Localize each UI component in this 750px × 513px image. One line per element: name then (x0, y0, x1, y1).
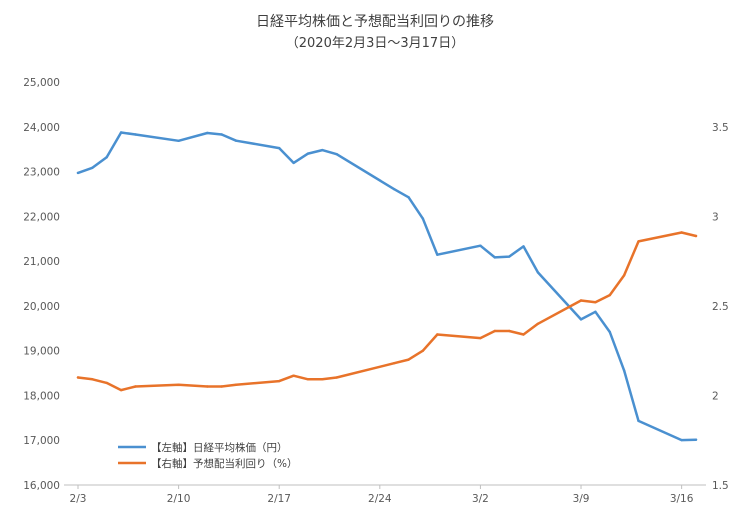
data-point-nikkei (278, 146, 281, 150)
data-point-nikkei (579, 318, 583, 321)
data-point-yield (479, 336, 482, 340)
data-point-nikkei (234, 139, 238, 142)
left-tick-label: 24,000 (23, 122, 60, 134)
data-point-yield (579, 299, 583, 302)
data-point-nikkei (393, 188, 396, 191)
data-point-yield (407, 358, 410, 361)
left-tick-label: 18,000 (23, 390, 60, 402)
x-tick-label: 3/2 (472, 493, 489, 505)
x-tick-label: 2/24 (368, 493, 392, 505)
data-point-yield (234, 383, 238, 386)
data-point-nikkei (177, 139, 180, 142)
data-point-yield (278, 379, 281, 383)
data-point-yield (594, 301, 597, 304)
data-point-nikkei (622, 369, 626, 372)
chart-title: 日経平均株価と予想配当利回りの推移 (256, 14, 494, 30)
data-point-yield (335, 376, 338, 379)
right-tick-label: 3.5 (712, 122, 729, 134)
data-point-nikkei (680, 438, 683, 442)
data-point-nikkei (335, 153, 338, 156)
legend-label-yield: 【右軸】予想配当利回り（%） (151, 457, 297, 470)
data-point-yield (177, 383, 180, 386)
data-point-nikkei (436, 253, 439, 256)
data-point-yield (522, 333, 525, 336)
data-point-nikkei (321, 148, 324, 152)
data-point-yield (220, 385, 223, 388)
x-tick-label: 3/16 (670, 493, 694, 505)
data-point-yield (493, 329, 496, 333)
data-point-yield (637, 240, 640, 243)
data-point-yield (680, 231, 683, 234)
data-point-nikkei (608, 330, 611, 334)
data-point-nikkei (479, 244, 482, 247)
data-point-yield (393, 362, 396, 365)
data-point-nikkei (220, 133, 223, 136)
x-tick-label: 3/9 (573, 493, 590, 505)
data-point-yield (91, 378, 94, 381)
right-tick-label: 2 (712, 390, 719, 402)
data-point-nikkei (522, 245, 525, 248)
right-tick-label: 3 (712, 211, 719, 223)
data-point-nikkei (637, 419, 640, 423)
left-tick-label: 21,000 (23, 256, 60, 268)
data-point-yield (321, 378, 324, 381)
data-point-nikkei (134, 133, 137, 136)
data-point-yield (536, 322, 540, 325)
left-tick-label: 25,000 (23, 77, 60, 89)
data-point-yield (694, 234, 698, 238)
data-point-nikkei (91, 166, 94, 169)
series-layer (76, 131, 698, 442)
data-point-nikkei (421, 217, 425, 220)
x-tick-label: 2/17 (267, 493, 291, 505)
data-point-yield (105, 381, 108, 385)
data-point-nikkei (536, 271, 540, 274)
chart-subtitle: （2020年2月3日～3月17日） (286, 36, 464, 51)
data-point-yield (206, 385, 209, 388)
data-point-yield (306, 378, 310, 381)
data-point-yield (622, 274, 626, 277)
data-point-yield (76, 376, 80, 379)
legend-label-nikkei: 【左軸】日経平均株価（円） (151, 441, 288, 454)
data-point-yield (436, 333, 439, 336)
data-point-yield (421, 349, 425, 352)
left-tick-label: 17,000 (23, 435, 60, 447)
series-line-nikkei (76, 131, 698, 442)
data-point-yield (292, 374, 295, 377)
right-axis-tick-labels: 1.5 2 2.5 3 3.5 (712, 122, 729, 492)
left-tick-label: 20,000 (23, 301, 60, 313)
data-point-nikkei (594, 310, 597, 313)
data-point-nikkei (119, 131, 123, 134)
data-point-yield (508, 329, 511, 333)
data-point-nikkei (206, 131, 209, 135)
right-tick-label: 1.5 (712, 480, 729, 492)
left-axis-tick-labels: 16,000 17,000 18,000 19,000 20,000 21,000 22,0… (23, 77, 60, 492)
data-point-nikkei (508, 255, 511, 258)
left-tick-label: 16,000 (23, 480, 60, 492)
x-tick-label: 2/10 (167, 493, 191, 505)
data-point-nikkei (76, 171, 80, 175)
data-point-nikkei (493, 256, 496, 259)
left-tick-label: 22,000 (23, 211, 60, 223)
data-point-nikkei (694, 438, 698, 441)
x-axis: 2/3 2/10 2/17 2/24 3/2 3/9 3/16 (64, 484, 706, 505)
left-tick-label: 23,000 (23, 167, 60, 179)
data-point-nikkei (292, 161, 295, 165)
data-point-yield (134, 385, 137, 388)
data-point-yield (608, 293, 611, 297)
legend: 【左軸】日経平均株価（円） 【右軸】予想配当利回り（%） (118, 441, 297, 470)
data-point-nikkei (306, 152, 310, 155)
data-point-yield (119, 388, 123, 392)
series-line-yield (76, 231, 698, 392)
data-point-nikkei (105, 156, 108, 159)
right-tick-label: 2.5 (712, 301, 729, 313)
x-tick-label: 2/3 (70, 493, 87, 505)
data-point-nikkei (407, 196, 410, 199)
left-tick-label: 19,000 (23, 346, 60, 358)
